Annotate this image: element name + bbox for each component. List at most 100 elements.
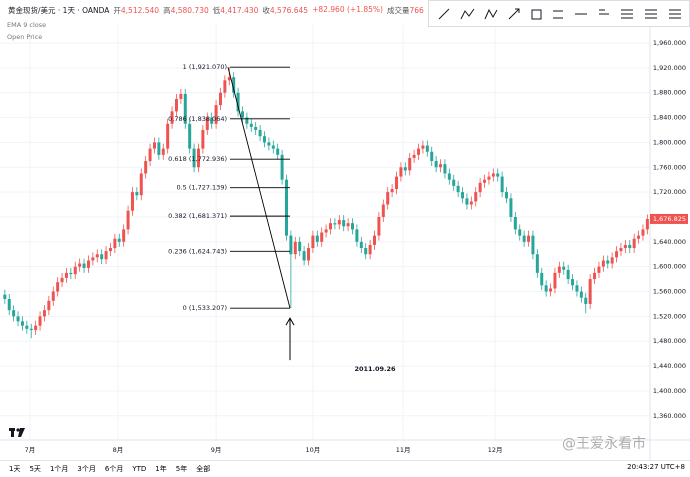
range-button[interactable]: YTD: [132, 465, 147, 473]
watermark: @王爱永看市: [562, 436, 646, 452]
y-tick-label: 1,560.000: [653, 288, 686, 296]
fib-label: 0.786 (1,838.064): [168, 115, 227, 123]
fib-label: 1 (1,921.070): [183, 63, 227, 71]
candle-body: [100, 254, 104, 260]
y-tick-label: 1,720.000: [653, 188, 686, 196]
candle-body: [632, 238, 636, 249]
candle-body: [293, 241, 297, 255]
candle-body: [51, 291, 55, 301]
candle-body: [557, 266, 561, 273]
candle-body: [320, 232, 324, 242]
tool-rect[interactable]: [531, 9, 542, 20]
range-button[interactable]: 6个月: [104, 465, 124, 473]
candle-body: [170, 111, 174, 124]
candle-body: [78, 263, 82, 267]
range-button[interactable]: 1个月: [49, 465, 69, 473]
candle-body: [130, 192, 134, 211]
tool-pattern[interactable]: [484, 8, 498, 20]
candle-body: [487, 176, 491, 180]
field-value: 4,512.540: [120, 6, 160, 15]
candle-body: [461, 192, 465, 199]
symbol-header: 黄金现货/美元 · 1天 · OANDA 开4,512.540 高4,580.73…: [4, 5, 424, 16]
candle-body: [144, 161, 148, 174]
x-tick-label: 7月: [25, 446, 36, 454]
ohlc-field: 开4,512.540: [113, 5, 159, 16]
candle-body: [267, 142, 271, 146]
plot: 1 (1,921.070) 0.786 (1,838.064) 0.618 (1,7…: [0, 25, 650, 440]
last-price-label: 1,676.825: [653, 215, 686, 223]
tool-ray[interactable]: [599, 9, 609, 15]
candle-body: [108, 248, 112, 252]
candle-body: [535, 254, 539, 273]
arrow: [285, 317, 295, 361]
range-button[interactable]: 1年: [155, 465, 167, 473]
candle-body: [249, 123, 253, 127]
range-button[interactable]: 5天: [29, 465, 41, 473]
indicator[interactable]: EMA 9 close: [7, 21, 47, 29]
tool-arrow[interactable]: [508, 8, 520, 20]
tool-more[interactable]: [669, 9, 681, 19]
candle-body: [16, 316, 20, 322]
range-button[interactable]: 3个月: [77, 465, 96, 473]
ohlc-field: +82.960 (+1.85%): [312, 5, 383, 16]
candle-body: [3, 294, 7, 299]
candle-body: [218, 92, 222, 106]
candle-body: [174, 98, 178, 112]
candle-body: [311, 235, 315, 249]
candle-body: [135, 192, 139, 196]
candle-body: [628, 244, 632, 249]
candle-body: [637, 235, 641, 239]
candle-body: [12, 310, 16, 317]
fib-label: 0.382 (1,681.371): [168, 212, 227, 220]
x-tick-label: 10月: [306, 446, 321, 454]
candle-body: [166, 123, 170, 149]
candle-body: [284, 179, 288, 236]
range-button[interactable]: 5年: [175, 465, 188, 473]
indicator[interactable]: Open Price: [7, 33, 43, 41]
field-label: +82.960 (+1.85%): [312, 5, 383, 14]
x-tick-label: 8月: [113, 446, 124, 454]
candle-body: [377, 216, 381, 236]
candle-body: [183, 93, 187, 124]
candle-body: [214, 105, 218, 124]
range-button[interactable]: 全部: [196, 465, 211, 473]
candle-body: [254, 126, 258, 130]
candle-body: [443, 164, 447, 174]
candle-body: [549, 288, 553, 292]
fib-label: 0 (1,533.207): [183, 304, 227, 312]
candle-body: [483, 179, 487, 183]
candle-body: [333, 223, 337, 225]
tool-fib[interactable]: [621, 9, 633, 19]
field-value: 4,417.430: [220, 6, 259, 15]
tool-line[interactable]: [438, 8, 450, 20]
candle-body: [456, 185, 460, 193]
y-tick-label: 1,800.000: [653, 138, 686, 146]
candle-body: [623, 244, 627, 249]
candle-body: [104, 251, 108, 260]
candle-body: [527, 235, 531, 242]
candle-body: [553, 272, 557, 289]
candle-body: [368, 244, 372, 255]
candle-body: [425, 145, 429, 152]
range-button[interactable]: 1天: [9, 465, 21, 473]
candle-body: [139, 173, 143, 196]
range-bar: 1天 5天 1个月 3个月 6个月 YTD 1年 5年 全部: [0, 460, 690, 477]
candle-body: [518, 229, 522, 236]
y-tick-label: 1,480.000: [653, 337, 686, 345]
tool-range[interactable]: [553, 10, 563, 19]
tool-channel[interactable]: [645, 9, 657, 19]
candle-body: [399, 167, 403, 177]
candle-body: [60, 277, 64, 283]
tool-polyline[interactable]: [460, 8, 475, 20]
candle-body: [597, 266, 601, 273]
candle-body: [588, 279, 592, 304]
candle-body: [210, 117, 214, 124]
candle-body: [641, 229, 645, 236]
fib-label: 0.618 (1,772.936): [168, 155, 227, 163]
candle-body: [544, 285, 548, 292]
candle-body: [390, 189, 394, 193]
symbol[interactable]: 黄金现货/美元 · 1天 · OANDA: [8, 6, 110, 15]
candle-body: [152, 142, 156, 149]
candle-body: [351, 223, 355, 230]
candle-body: [500, 176, 504, 193]
